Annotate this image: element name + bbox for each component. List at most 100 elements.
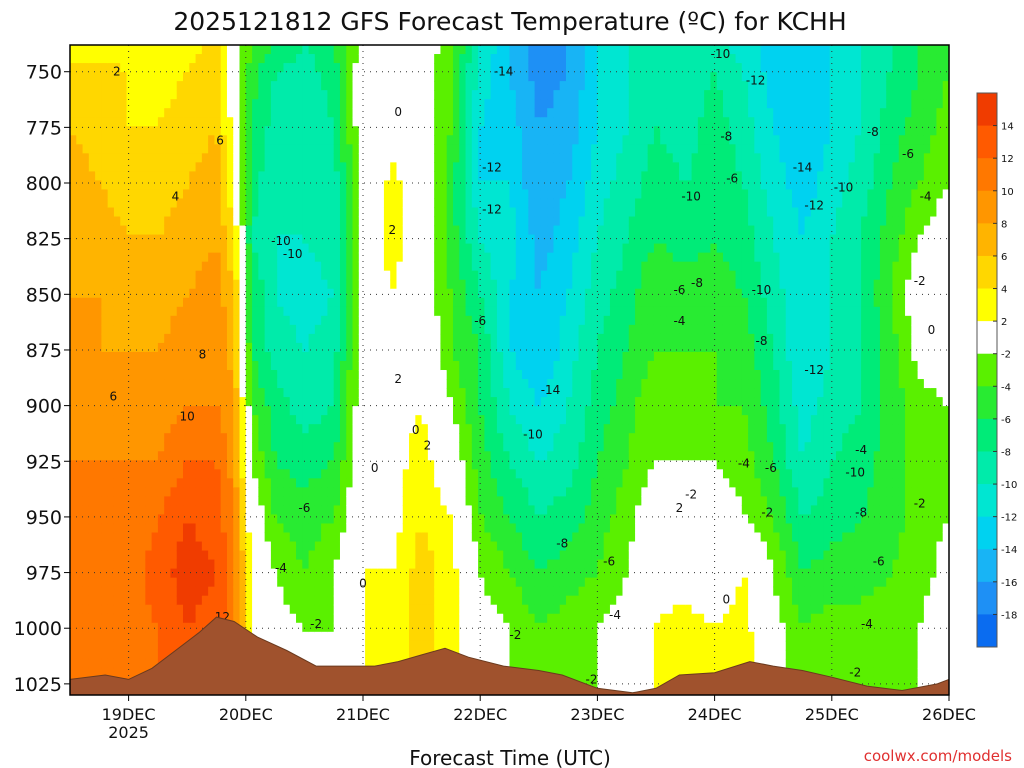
temperature-cell (446, 189, 454, 200)
temperature-cell (239, 388, 247, 398)
temperature-cell (252, 388, 259, 398)
temperature-cell (214, 153, 222, 163)
temperature-cell (95, 72, 102, 82)
temperature-cell (390, 541, 398, 552)
temperature-cell (201, 144, 209, 154)
temperature-cell (421, 90, 429, 100)
temperature-cell (352, 523, 360, 534)
temperature-cell (214, 424, 222, 434)
temperature-cell (478, 379, 485, 389)
temperature-cell (270, 342, 278, 353)
temperature-cell (88, 496, 96, 507)
temperature-cell (201, 243, 209, 254)
temperature-cell (201, 342, 209, 353)
temperature-cell (277, 126, 285, 136)
temperature-cell (490, 162, 498, 172)
temperature-cell (264, 496, 272, 507)
temperature-cell (446, 442, 454, 452)
temperature-cell (321, 216, 329, 227)
temperature-cell (440, 478, 448, 488)
temperature-cell (383, 189, 391, 200)
temperature-cell (383, 523, 391, 534)
temperature-cell (170, 577, 178, 588)
temperature-cell (415, 144, 423, 154)
temperature-cell (352, 604, 360, 615)
temperature-cell (239, 297, 247, 308)
temperature-cell (189, 297, 197, 308)
temperature-cell (358, 252, 366, 263)
temperature-cell (296, 586, 303, 597)
temperature-cell (201, 261, 209, 272)
temperature-cell (157, 469, 165, 479)
temperature-cell (296, 451, 303, 461)
temperature-cell (365, 631, 372, 642)
temperature-cell (214, 72, 222, 82)
temperature-cell (76, 640, 84, 651)
temperature-cell (126, 171, 134, 182)
temperature-cell (503, 207, 511, 218)
temperature-cell (339, 270, 347, 281)
temperature-cell (70, 577, 77, 588)
temperature-cell (264, 153, 272, 163)
temperature-cell (220, 514, 228, 525)
temperature-cell (421, 442, 429, 452)
temperature-cell (427, 406, 435, 416)
temperature-cell (145, 135, 153, 145)
temperature-cell (308, 622, 316, 633)
temperature-cell (346, 559, 354, 570)
temperature-cell (258, 153, 266, 163)
temperature-cell (471, 63, 479, 73)
temperature-cell (214, 144, 222, 154)
temperature-cell (82, 640, 90, 651)
temperature-cell (352, 469, 360, 479)
temperature-cell (478, 54, 485, 64)
temperature-cell (427, 586, 435, 597)
temperature-cell (183, 523, 190, 534)
temperature-cell (139, 586, 146, 597)
temperature-cell (214, 288, 222, 299)
temperature-cell (239, 99, 247, 109)
temperature-cell (496, 63, 504, 73)
temperature-cell (76, 379, 84, 389)
temperature-cell (189, 487, 197, 497)
temperature-cell (183, 216, 190, 227)
temperature-cell (327, 126, 335, 136)
temperature-cell (88, 433, 96, 443)
temperature-cell (402, 126, 410, 136)
temperature-cell (164, 487, 172, 497)
temperature-cell (421, 54, 429, 64)
temperature-cell (409, 469, 416, 479)
temperature-cell (113, 478, 121, 488)
temperature-cell (245, 189, 253, 200)
temperature-cell (321, 252, 329, 263)
temperature-cell (170, 640, 178, 651)
temperature-cell (465, 243, 473, 254)
temperature-cell (226, 198, 234, 209)
temperature-cell (333, 324, 341, 335)
temperature-cell (208, 81, 216, 91)
temperature-cell (390, 442, 398, 452)
temperature-cell (490, 514, 498, 525)
temperature-cell (314, 622, 322, 633)
temperature-cell (377, 649, 385, 660)
temperature-cell (415, 379, 423, 389)
temperature-cell (471, 252, 479, 263)
temperature-cell (346, 388, 354, 398)
temperature-cell (452, 135, 460, 145)
temperature-cell (176, 613, 184, 624)
temperature-cell (434, 532, 442, 543)
temperature-cell (465, 469, 473, 479)
temperature-cell (126, 108, 134, 118)
temperature-cell (113, 117, 121, 127)
temperature-cell (365, 658, 372, 669)
temperature-cell (208, 478, 216, 488)
temperature-cell (358, 171, 366, 182)
temperature-cell (396, 406, 404, 416)
temperature-cell (157, 207, 165, 218)
temperature-cell (308, 388, 316, 398)
temperature-cell (446, 532, 454, 543)
temperature-cell (120, 288, 128, 299)
temperature-cell (82, 117, 90, 127)
temperature-cell (82, 433, 90, 443)
temperature-cell (434, 559, 442, 570)
